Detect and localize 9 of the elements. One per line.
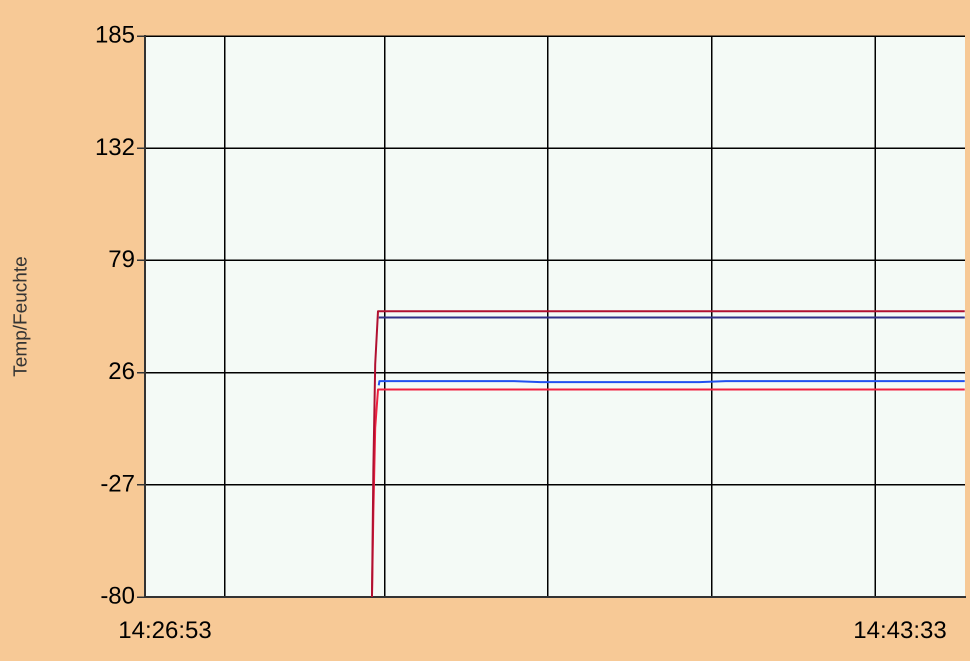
y-tick-label: 185: [94, 22, 135, 49]
x-tick-label: 14:43:33: [853, 617, 947, 644]
y-tick-label: 132: [94, 134, 135, 161]
y-tick-label: -27: [100, 470, 135, 498]
y-tick-label: -80: [100, 582, 135, 610]
y-tick-label: 26: [108, 358, 135, 386]
y-tick-label: 79: [108, 246, 135, 274]
x-tick-label: 14:26:53: [118, 617, 212, 644]
y-axis-title: Temp/Feuchte: [10, 256, 32, 377]
